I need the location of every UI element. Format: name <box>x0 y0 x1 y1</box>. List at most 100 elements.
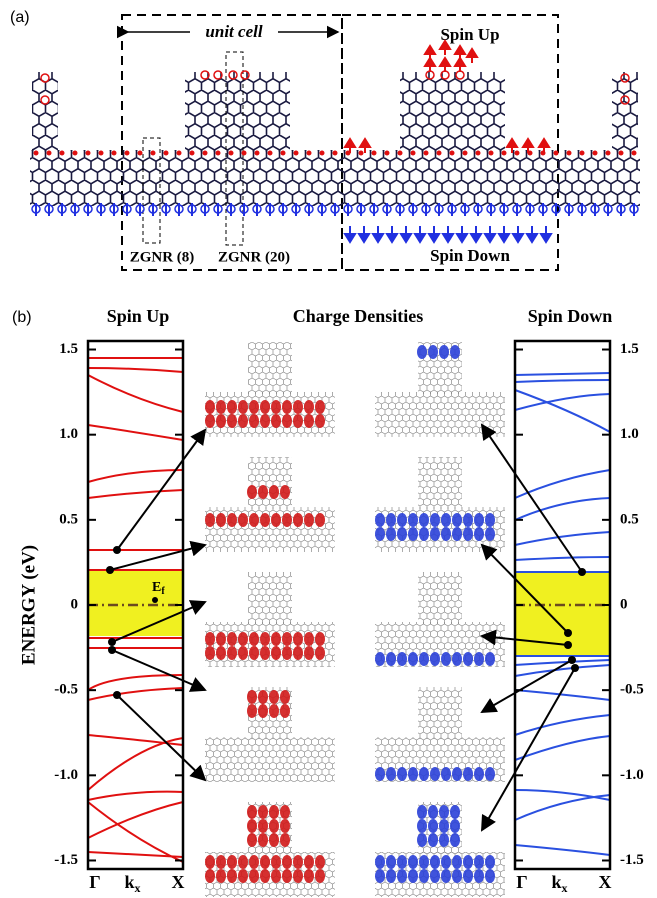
density-lobe <box>271 646 281 660</box>
band <box>87 851 184 858</box>
spin-site <box>440 70 450 80</box>
density-lobe <box>280 833 290 847</box>
molecule <box>205 507 335 552</box>
atom <box>98 150 104 156</box>
band <box>87 737 184 791</box>
atom <box>514 150 520 156</box>
density-lobe <box>280 819 290 833</box>
density-lobe <box>227 632 237 646</box>
atom <box>631 150 637 156</box>
density-lobe <box>282 646 292 660</box>
density-lobe <box>304 869 314 883</box>
atom <box>215 150 221 156</box>
spin-down-arrow <box>539 226 553 244</box>
density-lobe <box>293 869 303 883</box>
state-arrow <box>480 543 569 634</box>
spin-site <box>40 73 50 83</box>
state-arrow <box>116 694 207 782</box>
spin-site <box>228 70 238 80</box>
density-lobe <box>280 704 290 718</box>
spin-site <box>620 73 630 83</box>
atom <box>618 150 624 156</box>
density-lobe <box>386 527 396 541</box>
band <box>87 801 184 839</box>
density-lobe <box>269 819 279 833</box>
density-lobe <box>280 805 290 819</box>
atom <box>176 150 182 156</box>
y-tick-label: -1.0 <box>620 767 644 783</box>
density-lobe <box>397 527 407 541</box>
fermi-dot <box>152 597 158 603</box>
density-lobe <box>441 652 451 666</box>
molecule <box>248 572 292 624</box>
atom <box>423 150 429 156</box>
density-lobe <box>260 414 270 428</box>
density-lobe <box>282 414 292 428</box>
density-lobe <box>227 646 237 660</box>
y-tick-label: 0.5 <box>59 511 78 527</box>
density-lobe <box>258 485 268 499</box>
atom <box>410 150 416 156</box>
spin-down-title: Spin Down <box>528 306 613 326</box>
x-label: kx <box>124 872 140 895</box>
density-lobe <box>397 855 407 869</box>
density-lobe <box>280 485 290 499</box>
density-lobe <box>216 400 226 414</box>
atom <box>137 150 143 156</box>
band <box>87 374 184 413</box>
density-lobe <box>485 513 495 527</box>
molecule <box>418 687 462 739</box>
spin-down-arrow <box>525 226 539 244</box>
density-lobe <box>282 855 292 869</box>
band <box>87 469 184 483</box>
density-lobe <box>260 646 270 660</box>
y-tick-label: -0.5 <box>620 682 644 698</box>
band <box>87 734 184 746</box>
density-lobe <box>269 704 279 718</box>
density-lobe <box>260 855 270 869</box>
density-lobe <box>205 855 215 869</box>
band <box>514 844 611 856</box>
y-tick-label: 0 <box>620 596 628 612</box>
state-arrow <box>481 667 576 832</box>
density-lobe <box>430 513 440 527</box>
spin-up-arrow <box>453 56 467 72</box>
density-lobe <box>315 869 325 883</box>
density-lobe <box>260 869 270 883</box>
atom <box>150 150 156 156</box>
density-lobe <box>238 855 248 869</box>
density-lobe <box>227 414 237 428</box>
density-lobe <box>271 513 281 527</box>
panel-label: (a) <box>10 9 30 26</box>
atom <box>553 150 559 156</box>
density-lobe <box>441 513 451 527</box>
density-lobe <box>227 513 237 527</box>
density-lobe <box>375 652 385 666</box>
spin-down-arrow <box>483 226 497 244</box>
density-lobe <box>258 690 268 704</box>
spin-down-arrow <box>357 226 371 244</box>
density-lobe <box>419 767 429 781</box>
density-lobe <box>304 632 314 646</box>
zgnr20-box <box>225 51 244 246</box>
density-lobe <box>430 767 440 781</box>
band <box>87 687 184 701</box>
label-bg <box>190 22 278 42</box>
state-arrow <box>480 659 573 714</box>
atom <box>85 150 91 156</box>
density-lobe <box>269 690 279 704</box>
spin-up-arrow <box>505 137 519 153</box>
atom <box>241 150 247 156</box>
density-lobe <box>216 869 226 883</box>
density-lobe <box>238 632 248 646</box>
density-lobe <box>271 400 281 414</box>
molecule <box>205 622 335 667</box>
spin-site <box>40 95 50 105</box>
density-lobe <box>485 527 495 541</box>
atom <box>488 150 494 156</box>
density-lobe <box>216 513 226 527</box>
density-lobe <box>269 805 279 819</box>
density-lobe <box>238 414 248 428</box>
density-lobe <box>293 400 303 414</box>
density-lobe <box>293 513 303 527</box>
